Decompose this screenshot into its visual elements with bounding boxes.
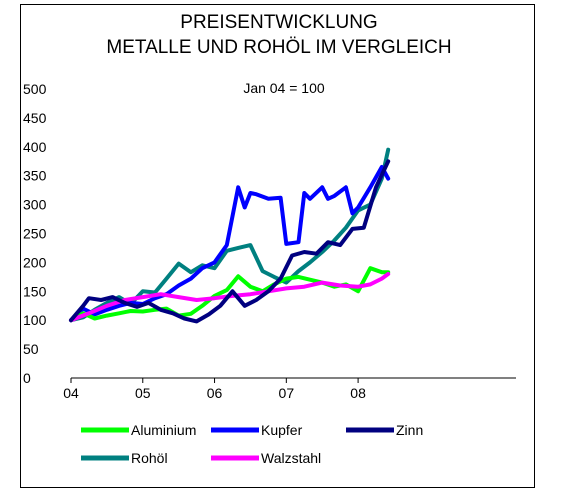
legend-label: Kupfer	[261, 422, 303, 438]
x-tick-label: 04	[63, 385, 79, 401]
y-tick-label: 350	[23, 168, 47, 184]
x-tick-label: 06	[207, 385, 223, 401]
y-tick-label: 300	[23, 197, 47, 213]
axes: 0 50 100 150 200 250 300 350 400 450 500 04 05 06 07 08	[23, 81, 516, 401]
x-tick-label: 07	[279, 385, 295, 401]
y-tick-label: 250	[23, 226, 47, 242]
legend-label: Zinn	[396, 422, 423, 438]
y-tick-label: 500	[23, 81, 47, 97]
legend: Aluminium Kupfer Zinn Rohöl Walzstahl	[81, 422, 423, 466]
series-line-1	[69, 165, 391, 323]
y-tick-label: 200	[23, 254, 47, 270]
y-tick-label: 0	[23, 370, 31, 386]
series-line-2	[69, 159, 391, 324]
y-tick-label: 150	[23, 283, 47, 299]
y-tick-label: 100	[23, 312, 47, 328]
x-tick-label: 08	[350, 385, 366, 401]
y-tick-label: 450	[23, 110, 47, 126]
series-lines	[69, 147, 391, 324]
y-tick-label: 50	[23, 341, 39, 357]
chart-frame: PREISENTWICKLUNG METALLE UND ROHÖL IM VE…	[20, 4, 535, 488]
legend-label: Aluminium	[131, 422, 196, 438]
chart-title: PREISENTWICKLUNG	[180, 12, 377, 33]
legend-label: Rohöl	[131, 450, 168, 466]
line-chart: PREISENTWICKLUNG METALLE UND ROHÖL IM VE…	[23, 12, 516, 466]
y-tick-label: 400	[23, 139, 47, 155]
x-tick-label: 05	[135, 385, 151, 401]
chart-annotation: Jan 04 = 100	[243, 80, 325, 96]
chart-subtitle: METALLE UND ROHÖL IM VERGLEICH	[106, 37, 451, 58]
legend-label: Walzstahl	[261, 450, 321, 466]
series-line-4	[69, 272, 391, 323]
